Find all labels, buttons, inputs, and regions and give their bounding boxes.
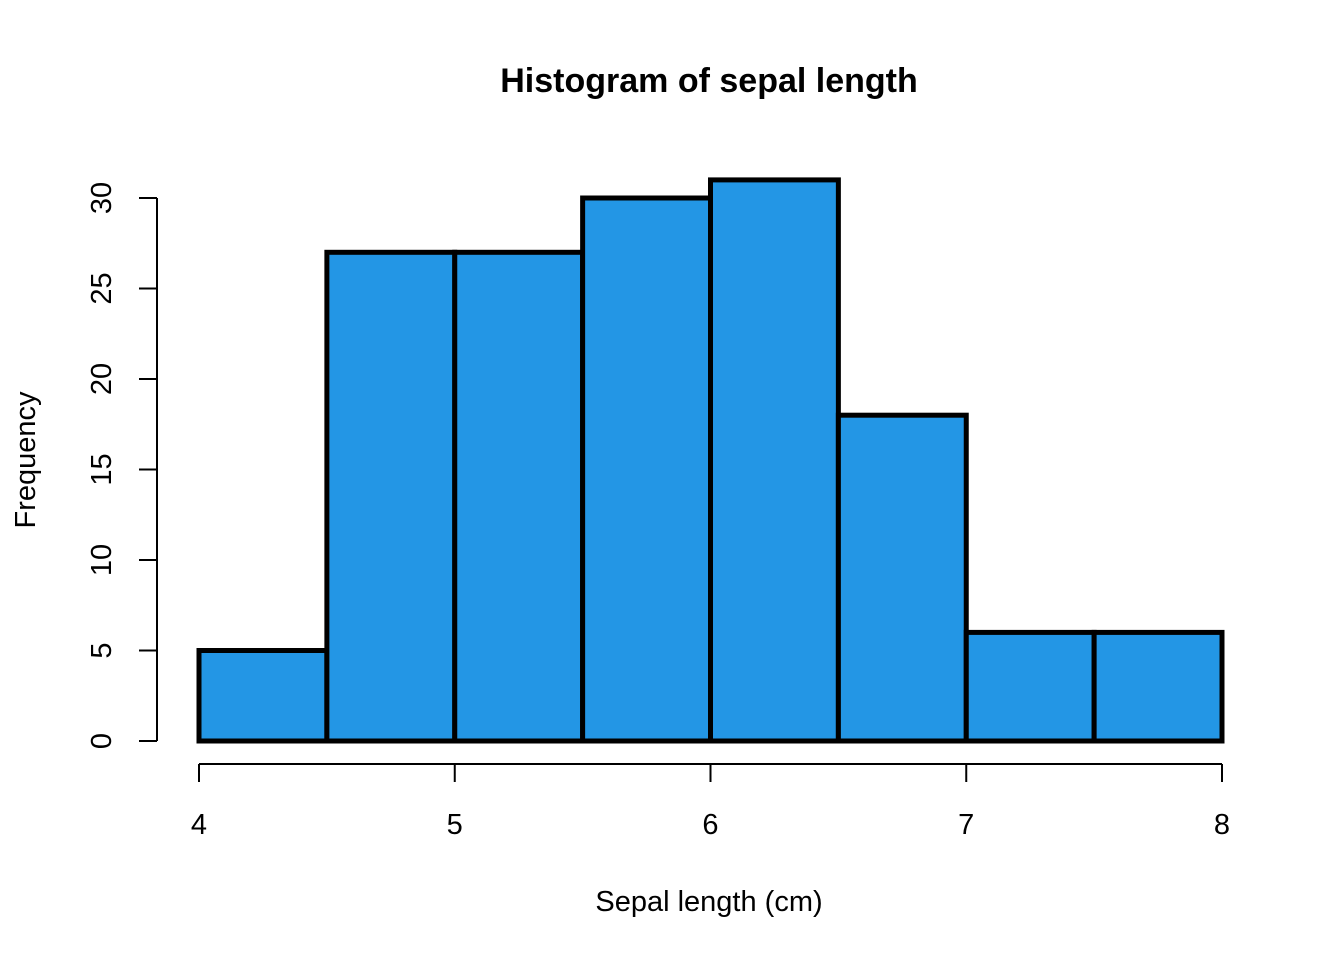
histogram-bar-5 [835, 412, 969, 744]
x-tick-label-3: 7 [958, 809, 974, 841]
x-axis: 4 5 6 7 8 [191, 763, 1230, 841]
y-tick-label-4: 20 [86, 363, 118, 395]
chart-title: Histogram of sepal length [500, 62, 918, 100]
histogram-bar-0 [196, 648, 330, 744]
y-axis-label: Frequency [10, 391, 42, 529]
y-tick-label-2: 10 [86, 544, 118, 576]
histogram-bar-3 [580, 195, 713, 744]
x-axis-label: Sepal length (cm) [595, 886, 822, 918]
histogram-bar-6 [963, 629, 1097, 744]
x-tick-label-4: 8 [1214, 809, 1230, 841]
histogram-bar-1 [324, 249, 458, 744]
x-tick-label-1: 5 [447, 809, 463, 841]
x-ticks: 4 5 6 7 8 [191, 764, 1230, 841]
histogram-bar-2 [452, 249, 586, 744]
y-tick-label-0: 0 [86, 733, 118, 749]
y-ticks: 0 5 10 15 20 25 30 [86, 182, 157, 749]
y-tick-label-5: 25 [86, 272, 118, 304]
y-tick-label-6: 30 [86, 182, 118, 214]
histogram-bar-4 [708, 177, 841, 744]
bars-group [196, 177, 1225, 744]
x-tick-label-2: 6 [702, 809, 718, 841]
y-axis: 0 5 10 15 20 25 30 [86, 182, 158, 749]
y-tick-label-1: 5 [86, 642, 118, 658]
histogram-bar-7 [1091, 629, 1225, 744]
y-tick-label-3: 15 [86, 453, 118, 485]
x-tick-label-0: 4 [191, 809, 207, 841]
